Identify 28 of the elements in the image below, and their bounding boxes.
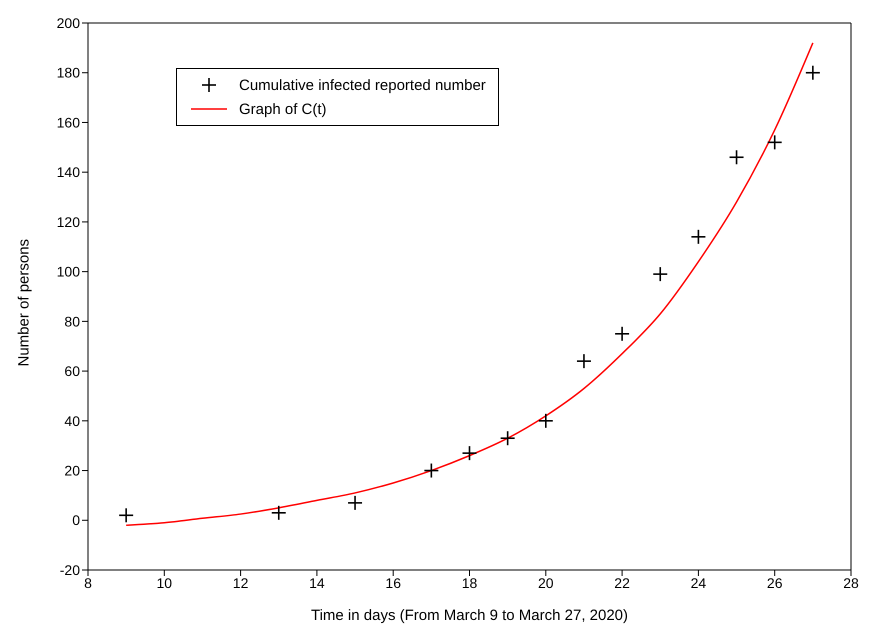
x-tick-label: 22 — [614, 574, 630, 591]
y-tick-label: 120 — [56, 214, 80, 230]
y-tick-label: 40 — [64, 412, 80, 429]
y-tick-label: 60 — [64, 363, 80, 380]
x-tick-label: 18 — [462, 574, 478, 591]
x-tick-label: 16 — [385, 574, 402, 591]
y-tick-label: 20 — [64, 462, 80, 479]
x-tick-label: 20 — [538, 574, 554, 591]
y-tick-label: 200 — [56, 14, 80, 31]
x-tick-label: 12 — [232, 574, 249, 591]
x-tick-label: 14 — [309, 574, 325, 591]
y-tick-label: 0 — [72, 512, 80, 528]
x-axis-title: Time in days (From March 9 to March 27, 2020) — [310, 607, 628, 624]
legend-label: Cumulative infected reported number — [239, 76, 486, 94]
y-tick-label: 100 — [56, 264, 80, 280]
x-tick-label: 8 — [84, 574, 92, 591]
x-tick-label: 28 — [843, 574, 859, 591]
legend-label: Graph of C(t) — [239, 100, 327, 118]
x-tick-label: 10 — [156, 574, 172, 591]
y-axis-title: Number of persons — [15, 238, 32, 366]
y-tick-label: -20 — [60, 562, 80, 578]
y-tick-label: 80 — [64, 313, 80, 330]
line-series — [125, 42, 814, 526]
x-tick-label: 26 — [766, 574, 783, 591]
y-tick-label: 160 — [56, 114, 80, 130]
x-tick-label: 24 — [690, 574, 706, 591]
y-tick-label: 140 — [56, 164, 80, 180]
y-tick-label: 180 — [56, 64, 80, 81]
